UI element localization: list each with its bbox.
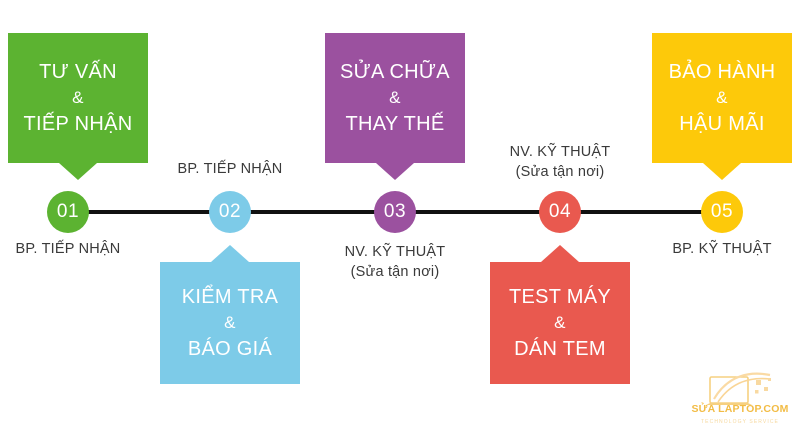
step-card-03-line1: SỬA CHỮA [340,60,450,83]
step-caption-04-line1: NV. KỸ THUẬT [509,144,611,160]
laptop-icon [706,372,771,405]
step-card-01-amp: & [72,88,84,108]
step-card-02-line2: BÁO GIÁ [187,337,273,360]
step-node-05-number: 05 [710,201,734,222]
step-caption-03: NV. KỸ THUẬT (Sửa tận nơi) [315,243,475,282]
step-card-01-line1: TƯ VẤN [39,60,117,83]
watermark-tagline: TECHNOLOGY SERVICE [701,419,779,425]
step-node-05[interactable]: 05 [701,191,743,233]
step-node-04-number: 04 [548,201,572,222]
step-node-04[interactable]: 04 [539,191,581,233]
step-card-03-amp: & [389,88,401,108]
step-card-01: TƯ VẤN & TIẾP NHẬN [8,33,148,180]
watermark-logo: SỬA LAPTOP.COM TECHNOLOGY SERVICE [684,369,796,427]
step-node-03-number: 03 [383,201,407,222]
step-card-05-amp: & [716,88,728,108]
step-node-02-number: 02 [218,201,242,222]
step-node-01[interactable]: 01 [47,191,89,233]
step-caption-02-line1: BP. TIẾP NHẬN [177,161,283,177]
step-caption-03-line2: (Sửa tận nơi) [350,263,440,280]
step-caption-04: NV. KỸ THUẬT (Sửa tận nơi) [480,143,640,182]
step-card-02-amp: & [224,313,236,333]
step-caption-05: BP. KỸ THUẬT [642,240,800,260]
step-caption-02: BP. TIẾP NHẬN [150,160,310,180]
step-card-04-line2: DÁN TEM [514,337,606,360]
step-card-04-line1: TEST MÁY [508,285,612,308]
step-caption-03-line1: NV. KỸ THUẬT [344,244,446,260]
step-card-04-amp: & [554,313,566,333]
step-card-03-line2: THAY THẾ [345,112,445,135]
step-node-03[interactable]: 03 [374,191,416,233]
step-card-05-line2: HẬU MÃI [679,112,765,135]
step-card-03: SỬA CHỮA & THAY THẾ [325,33,465,180]
step-card-04-arrow [541,245,579,262]
watermark-brand: SỬA LAPTOP.COM [691,403,789,415]
step-caption-05-line1: BP. KỸ THUẬT [672,241,772,257]
step-card-01-arrow [59,163,97,180]
step-node-01-number: 01 [56,201,80,222]
step-caption-01-line1: BP. TIẾP NHẬN [15,241,121,257]
step-caption-04-line2: (Sửa tận nơi) [515,163,605,180]
step-card-04: TEST MÁY & DÁN TEM [490,245,630,384]
step-card-02-line1: KIỂM TRA [181,285,279,308]
step-node-02[interactable]: 02 [209,191,251,233]
step-card-01-line2: TIẾP NHẬN [23,112,133,135]
step-card-05-line1: BẢO HÀNH [668,60,776,83]
step-card-03-arrow [376,163,414,180]
step-card-05-arrow [703,163,741,180]
step-card-02: KIỂM TRA & BÁO GIÁ [160,245,300,384]
step-card-05: BẢO HÀNH & HẬU MÃI [652,33,792,180]
step-caption-01: BP. TIẾP NHẬN [0,240,148,260]
step-card-02-arrow [211,245,249,262]
